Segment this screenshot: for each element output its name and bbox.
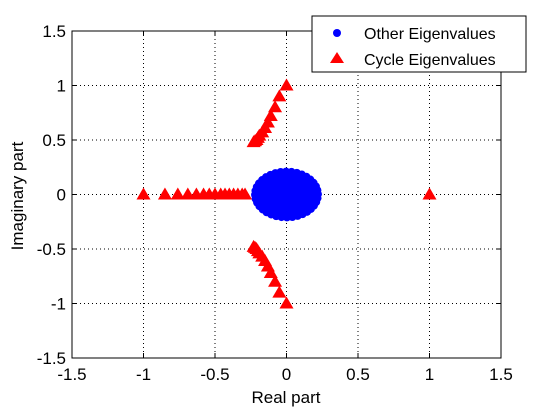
series-other-eigenvalues (251, 167, 322, 222)
legend-label-other-eigenvalues: Other Eigenvalues (364, 26, 496, 43)
x-tick-label: -1.5 (57, 365, 86, 384)
cycle-eigenvalue-point (170, 187, 185, 200)
y-tick-label: 1.5 (42, 22, 66, 41)
cycle-eigenvalue-point (136, 187, 151, 200)
x-tick-label: -0.5 (200, 365, 229, 384)
legend-box (311, 15, 527, 73)
cycle-eigenvalue-point (268, 274, 283, 287)
cycle-eigenvalue-point (422, 187, 437, 200)
series-cycle-eigenvalues (136, 78, 437, 309)
other-eigenvalue-point (251, 190, 260, 199)
x-tick-label: 0 (282, 365, 291, 384)
plot-area-border (71, 30, 502, 359)
cycle-eigenvalue-point (272, 285, 287, 298)
cycle-eigenvalue-point (268, 100, 283, 113)
x-tick-label: 1.5 (489, 365, 513, 384)
y-tick-label: 0.5 (42, 131, 66, 150)
y-tick-label: -1 (51, 295, 66, 314)
y-tick-label: 1 (57, 77, 66, 96)
x-tick-label: 0.5 (346, 365, 370, 384)
cycle-eigenvalue-point (157, 187, 172, 200)
cycle-eigenvalue-point (272, 89, 287, 102)
legend-marker-cycle-eigenvalues (330, 52, 344, 63)
legend: Other Eigenvalues Cycle Eigenvalues (311, 15, 527, 73)
y-tick-label: 0 (57, 186, 66, 205)
legend-label-cycle-eigenvalues: Cycle Eigenvalues (364, 52, 496, 69)
y-tick-label: -0.5 (37, 240, 66, 259)
legend-marker-other-eigenvalues (333, 29, 341, 37)
tick-labels: -1.5 -1 -0.5 0 0.5 1 1.5 -1.5 -1 -0.5 0 0.5 1 1.5 (37, 22, 513, 384)
cycle-eigenvalue-point (246, 239, 261, 252)
x-axis-label: Real part (252, 388, 321, 407)
y-axis-label: Imaginary part (8, 141, 27, 250)
x-tick-label: 1 (425, 365, 434, 384)
cycle-eigenvalue-point (238, 187, 253, 200)
cycle-eigenvalue-point (279, 296, 294, 309)
cycle-eigenvalue-point (246, 135, 261, 148)
cycle-eigenvalue-point (263, 265, 278, 278)
cycle-eigenvalue-point (279, 78, 294, 91)
y-tick-label: -1.5 (37, 349, 66, 368)
x-tick-label: -1 (136, 365, 151, 384)
